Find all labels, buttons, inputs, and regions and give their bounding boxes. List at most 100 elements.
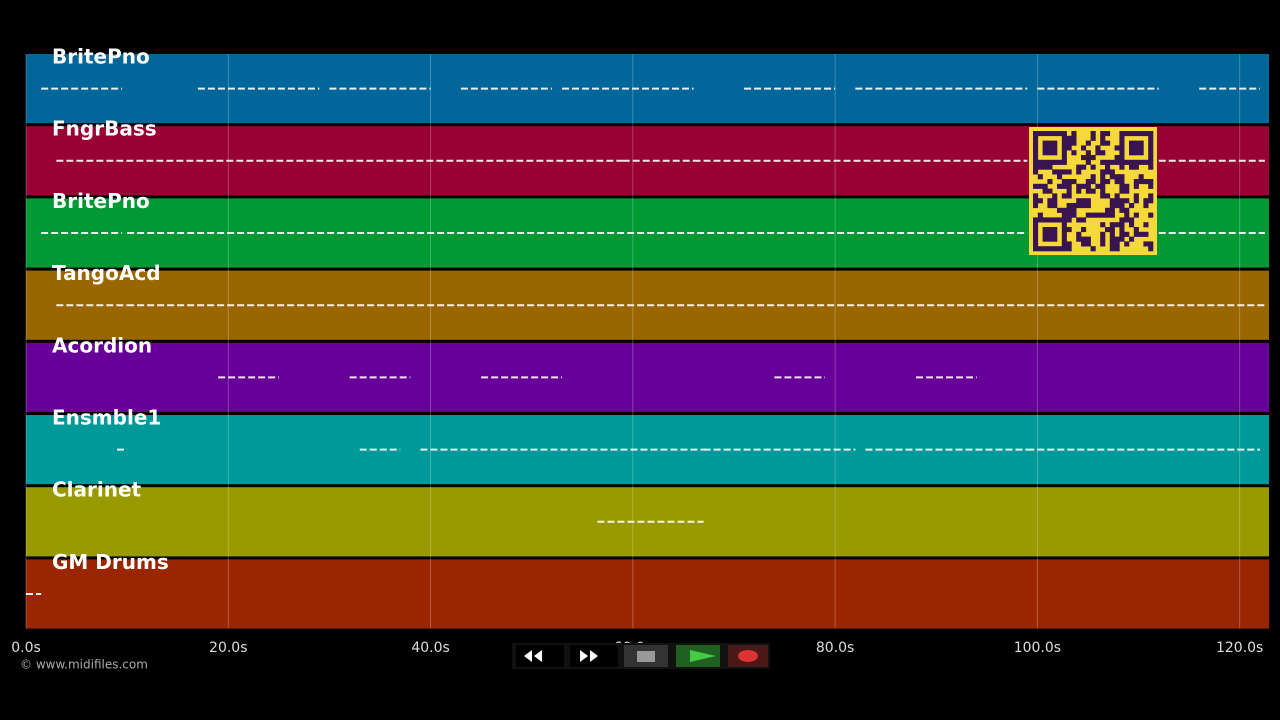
qr-cell bbox=[1085, 155, 1091, 161]
qr-cell bbox=[1138, 231, 1144, 237]
qr-cell bbox=[1124, 231, 1130, 237]
play-button[interactable] bbox=[676, 645, 720, 667]
qr-cell bbox=[1033, 183, 1039, 189]
qr-cell bbox=[1129, 131, 1135, 137]
qr-cell bbox=[1037, 183, 1043, 189]
qr-cell bbox=[1109, 212, 1115, 218]
qr-cell bbox=[1066, 183, 1072, 189]
qr-cell bbox=[1037, 246, 1043, 252]
qr-cell bbox=[1061, 150, 1067, 156]
qr-cell bbox=[1085, 183, 1091, 189]
qr-cell bbox=[1148, 155, 1154, 161]
qr-cell bbox=[1133, 145, 1139, 151]
qr-cell bbox=[1143, 203, 1149, 209]
qr-cell bbox=[1061, 246, 1067, 252]
qr-cell bbox=[1148, 246, 1154, 252]
qr-cell bbox=[1138, 140, 1144, 146]
qr-cell bbox=[1114, 236, 1120, 242]
qr-cell bbox=[1109, 246, 1115, 252]
track-name: FngrBass bbox=[52, 117, 157, 141]
labels: BritePno FngrBass BritePno TangoAcd Acordion… bbox=[11, 45, 1263, 657]
qr-cell bbox=[1066, 140, 1072, 146]
qr-cell bbox=[1085, 188, 1091, 194]
qr-cell bbox=[1047, 236, 1053, 242]
qr-cell bbox=[1042, 159, 1048, 165]
qr-cell bbox=[1047, 179, 1053, 185]
qr-cell bbox=[1033, 231, 1039, 237]
qr-cell bbox=[1033, 236, 1039, 242]
qr-cell bbox=[1129, 217, 1135, 223]
qr-cell bbox=[1052, 217, 1058, 223]
qr-cell bbox=[1033, 203, 1039, 209]
qr-cell bbox=[1081, 203, 1087, 209]
x-tick-label: 40.0s bbox=[411, 640, 449, 656]
qr-cell bbox=[1143, 159, 1149, 165]
qr-cell bbox=[1119, 217, 1125, 223]
qr-cell bbox=[1114, 198, 1120, 204]
record-button[interactable] bbox=[728, 645, 768, 667]
qr-cell bbox=[1124, 131, 1130, 137]
qr-cell bbox=[1100, 159, 1106, 165]
qr-cell bbox=[1047, 140, 1053, 146]
qr-cell bbox=[1076, 164, 1082, 170]
x-tick-label: 20.0s bbox=[209, 640, 247, 656]
qr-cell bbox=[1033, 131, 1039, 137]
qr-cell bbox=[1081, 183, 1087, 189]
forward-button[interactable] bbox=[570, 645, 618, 667]
qr-cell bbox=[1071, 131, 1077, 137]
qr-cell bbox=[1052, 159, 1058, 165]
qr-cell bbox=[1133, 183, 1139, 189]
qr-cell bbox=[1052, 198, 1058, 204]
qr-cell bbox=[1085, 198, 1091, 204]
qr-cell bbox=[1071, 150, 1077, 156]
qr-cell bbox=[1114, 145, 1120, 151]
qr-cell bbox=[1100, 236, 1106, 242]
qr-cell bbox=[1071, 203, 1077, 209]
qr-cell bbox=[1047, 145, 1053, 151]
qr-cell bbox=[1119, 203, 1125, 209]
qr-cell bbox=[1119, 131, 1125, 137]
qr-cell bbox=[1071, 207, 1077, 213]
qr-cell bbox=[1047, 188, 1053, 194]
qr-cell bbox=[1033, 246, 1039, 252]
qr-cell bbox=[1042, 236, 1048, 242]
qr-cell bbox=[1114, 193, 1120, 199]
qr-cell bbox=[1119, 231, 1125, 237]
qr-cell bbox=[1052, 227, 1058, 233]
qr-cell bbox=[1090, 179, 1096, 185]
qr-cell bbox=[1095, 145, 1101, 151]
qr-cell bbox=[1119, 179, 1125, 185]
qr-cell bbox=[1057, 174, 1063, 180]
qr-cell bbox=[1033, 145, 1039, 151]
qr-cell bbox=[1066, 135, 1072, 141]
qr-cell bbox=[1119, 150, 1125, 156]
qr-cell bbox=[1129, 236, 1135, 242]
qr-cell bbox=[1133, 159, 1139, 165]
qr-cell bbox=[1138, 179, 1144, 185]
qr-cell bbox=[1042, 140, 1048, 146]
track-name: Acordion bbox=[52, 333, 152, 357]
qr-cell bbox=[1143, 198, 1149, 204]
qr-cell bbox=[1066, 169, 1072, 175]
qr-cell bbox=[1129, 164, 1135, 170]
track-name: BritePno bbox=[52, 45, 150, 69]
qr-cell bbox=[1033, 140, 1039, 146]
stop-button[interactable] bbox=[624, 645, 668, 667]
qr-cell bbox=[1129, 203, 1135, 209]
qr-cell bbox=[1052, 145, 1058, 151]
copyright: © www.midifiles.com bbox=[20, 658, 148, 672]
x-tick-label: 120.0s bbox=[1216, 640, 1263, 656]
qr-cell bbox=[1081, 145, 1087, 151]
qr-cell bbox=[1042, 217, 1048, 223]
play-icon bbox=[690, 650, 716, 662]
rewind-button[interactable] bbox=[516, 645, 564, 667]
qr-cell bbox=[1066, 217, 1072, 223]
qr-cell bbox=[1114, 241, 1120, 247]
qr-cell bbox=[1143, 222, 1149, 228]
qr-cell bbox=[1052, 193, 1058, 199]
qr-cell bbox=[1033, 193, 1039, 199]
qr-cell bbox=[1033, 241, 1039, 247]
qr-cell bbox=[1109, 203, 1115, 209]
qr-cell bbox=[1052, 231, 1058, 237]
qr-cell bbox=[1124, 241, 1130, 247]
